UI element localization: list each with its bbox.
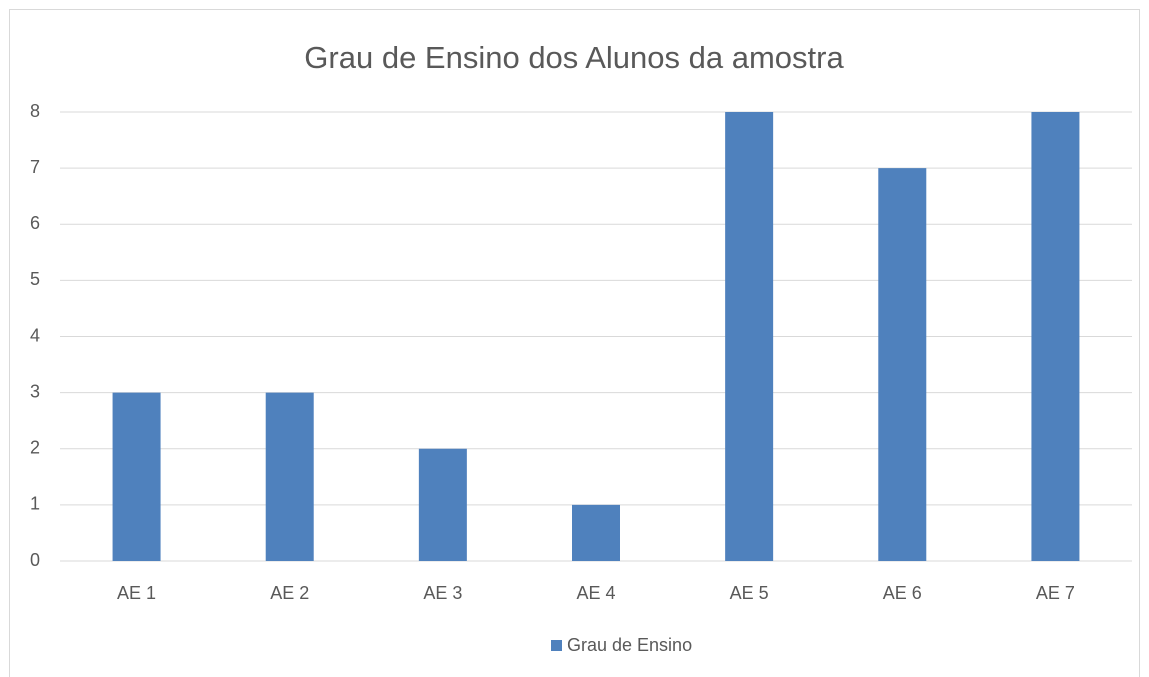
y-tick-label: 6 [30, 213, 40, 233]
legend-label: Grau de Ensino [567, 635, 692, 655]
bar [572, 504, 620, 561]
x-tick-label: AE 4 [576, 583, 615, 603]
y-tick-label: 4 [30, 325, 40, 345]
y-tick-label: 2 [30, 438, 40, 458]
bar [265, 392, 314, 561]
chart-title: Grau de Ensino dos Alunos da amostra [304, 40, 844, 75]
bar [878, 168, 927, 561]
x-tick-label: AE 3 [423, 583, 462, 603]
bar [725, 112, 774, 561]
y-tick-label: 8 [30, 101, 40, 121]
bar [1031, 112, 1080, 561]
bar [112, 392, 161, 561]
x-tick-label: AE 2 [270, 583, 309, 603]
x-tick-label: AE 1 [117, 583, 156, 603]
y-tick-label: 3 [30, 381, 40, 401]
x-tick-label: AE 7 [1036, 583, 1075, 603]
y-tick-label: 0 [30, 550, 40, 570]
x-tick-label: AE 5 [730, 583, 769, 603]
chart-border [9, 9, 1140, 677]
y-tick-label: 5 [30, 269, 40, 289]
y-tick-label: 7 [30, 157, 40, 177]
legend-swatch [551, 640, 562, 651]
x-tick-label: AE 6 [883, 583, 922, 603]
bar [418, 448, 467, 561]
y-tick-label: 1 [30, 494, 40, 514]
